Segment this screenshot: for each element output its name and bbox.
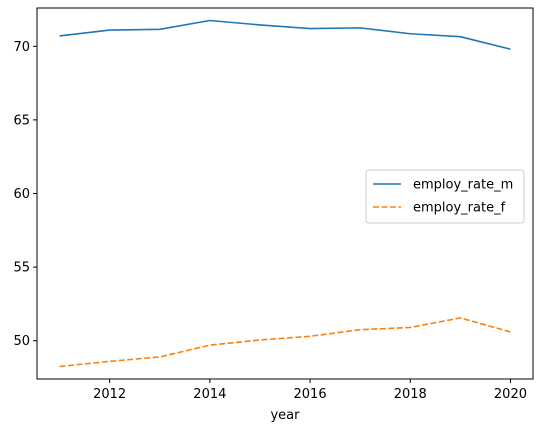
y-tick-label: 50 [13,334,30,349]
y-tick-label: 65 [13,113,30,128]
y-tick-label: 55 [13,261,30,276]
legend: employ_rate_m employ_rate_f [365,169,525,224]
y-axis: 50 55 60 65 70 [13,40,37,349]
legend-box [365,169,525,224]
x-axis-label: year [270,408,300,423]
y-tick-label: 60 [13,187,30,202]
x-axis: 2012 2014 2016 2018 2020 [93,379,527,402]
series-line-employ_rate_m [59,19,511,50]
plot-area [59,19,511,368]
x-tick-label: 2014 [193,387,226,402]
y-tick-label: 70 [13,40,30,55]
series-line-employ_rate_f [59,317,511,368]
x-tick-label: 2018 [394,387,427,402]
x-tick-label: 2016 [294,387,327,402]
legend-label-employ_rate_f: employ_rate_f [413,201,506,216]
legend-label-employ_rate_m: employ_rate_m [413,178,513,193]
x-tick-label: 2020 [494,387,527,402]
x-tick-label: 2012 [93,387,126,402]
